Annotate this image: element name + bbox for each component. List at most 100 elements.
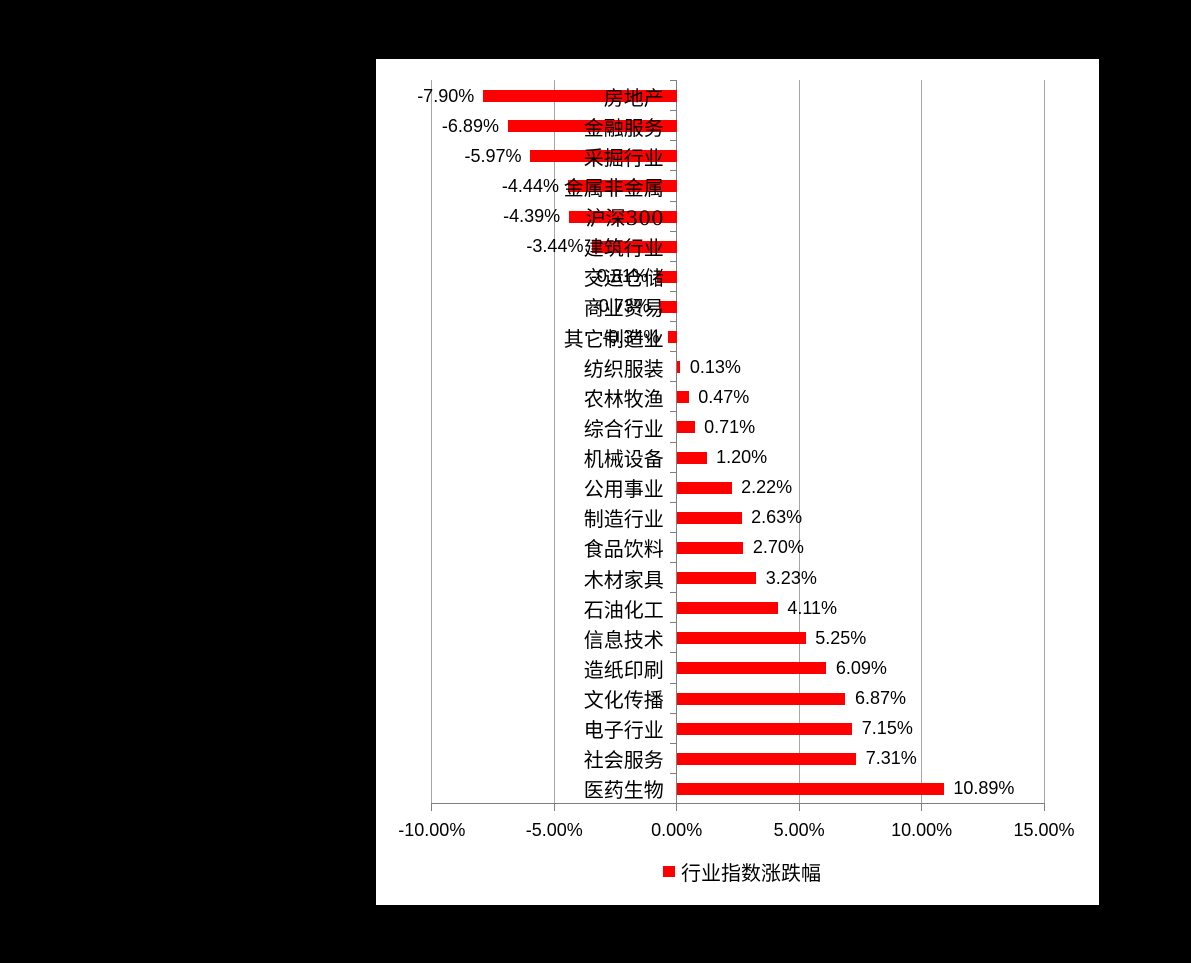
category-label: 纺织服装 xyxy=(583,356,664,381)
category-axis-tick-mark xyxy=(669,351,677,353)
chart-bar xyxy=(677,752,857,765)
x-axis-tick-mark xyxy=(1043,803,1045,811)
value-label: 3.23% xyxy=(765,567,817,588)
chart-bar xyxy=(677,391,689,404)
category-label: 医药生物 xyxy=(583,778,664,803)
category-label: 石油化工 xyxy=(583,597,664,622)
category-label: 制造行业 xyxy=(583,507,664,532)
value-label: -3.44% xyxy=(526,236,584,257)
chart-bar xyxy=(569,210,677,223)
category-label: 机械设备 xyxy=(583,447,664,472)
chart-bar xyxy=(677,722,853,735)
chart-bar xyxy=(677,541,744,554)
chart-bar xyxy=(677,572,757,585)
category-label: 农林牧渔 xyxy=(583,386,664,411)
x-axis-tick-mark xyxy=(798,803,800,811)
value-label: 2.70% xyxy=(752,537,804,558)
category-label: 文化传播 xyxy=(583,688,664,713)
legend-series-label: 行业指数涨跌幅 xyxy=(681,860,821,885)
category-axis-tick-mark xyxy=(669,260,677,262)
value-label: 4.11% xyxy=(787,597,838,618)
value-label: -4.44% xyxy=(501,175,559,196)
chart-bar xyxy=(483,90,677,103)
category-axis-tick-mark xyxy=(669,682,677,684)
plot-border xyxy=(1043,80,1045,803)
category-axis-tick-mark xyxy=(669,471,677,473)
category-label: 交运仓储 xyxy=(583,266,664,291)
value-label: 0.13% xyxy=(689,356,741,377)
chart-bar xyxy=(567,180,677,193)
category-axis-tick-mark xyxy=(669,712,677,714)
category-axis-tick-mark xyxy=(669,411,677,413)
category-axis-tick-mark xyxy=(669,140,677,142)
category-label: 房地产 xyxy=(603,85,664,110)
category-axis-tick-mark xyxy=(669,622,677,624)
x-axis-tick-label: -5.00% xyxy=(525,820,583,840)
x-axis-tick-mark xyxy=(431,803,433,811)
x-axis-tick-label: -10.00% xyxy=(398,820,466,840)
category-axis-tick-mark xyxy=(669,381,677,383)
category-axis-tick-mark xyxy=(669,170,677,172)
category-label: 电子行业 xyxy=(583,718,664,743)
value-label: -6.89% xyxy=(441,115,499,136)
category-label: 金属非金属 xyxy=(563,175,664,200)
chart-bar xyxy=(592,240,677,253)
value-label: 7.15% xyxy=(861,718,913,739)
category-axis-tick-mark xyxy=(669,321,677,322)
category-label: 木材家具 xyxy=(583,567,664,592)
value-label: -4.39% xyxy=(503,206,561,227)
category-label: 采掘行业 xyxy=(583,145,664,170)
value-label: 6.09% xyxy=(835,657,887,678)
category-axis-tick-mark xyxy=(669,290,677,292)
value-label: 0.47% xyxy=(698,386,750,407)
chart-bar xyxy=(658,300,677,313)
chart-bar xyxy=(530,150,677,163)
x-axis-tick-mark xyxy=(921,803,923,811)
category-axis-tick-mark xyxy=(669,772,677,774)
x-axis-tick-label: 10.00% xyxy=(891,820,953,840)
chart-bar xyxy=(677,662,827,675)
category-label: 食品饮料 xyxy=(583,537,664,562)
category-axis-tick-mark xyxy=(669,230,677,232)
chart-bar xyxy=(677,451,707,464)
category-axis-tick-mark xyxy=(669,441,677,443)
value-label: 6.87% xyxy=(854,688,906,709)
value-label: 1.20% xyxy=(716,447,768,468)
category-label: 金融服务 xyxy=(583,115,664,140)
chart-bar xyxy=(677,361,681,374)
category-axis-tick-mark xyxy=(669,652,677,654)
chart-bar xyxy=(677,511,742,524)
category-label: 建筑行业 xyxy=(583,236,664,261)
chart-bar xyxy=(677,421,695,434)
x-axis-tick-mark xyxy=(676,803,678,811)
chart-bar xyxy=(677,692,846,705)
plot-border xyxy=(431,80,433,803)
category-label: 综合行业 xyxy=(583,416,664,441)
value-label: -0.34% xyxy=(602,326,660,347)
value-label: -7.90% xyxy=(417,85,475,106)
chart-bar xyxy=(668,331,677,344)
gridline xyxy=(798,80,800,803)
value-label: 2.63% xyxy=(751,507,803,528)
category-axis-tick-mark xyxy=(669,200,677,202)
category-label: 其它制造业 xyxy=(563,326,664,351)
x-axis-tick-label: 5.00% xyxy=(773,820,825,840)
category-axis-tick-mark xyxy=(669,501,677,503)
category-label: 沪深300 xyxy=(585,206,664,231)
chart-legend: 行业指数涨跌幅 xyxy=(663,859,821,885)
value-label: 2.22% xyxy=(741,477,793,498)
category-axis-tick-mark xyxy=(669,531,677,533)
value-label: 5.25% xyxy=(815,627,867,648)
x-axis-tick-label: 15.00% xyxy=(1013,820,1075,840)
category-label: 信息技术 xyxy=(583,627,664,652)
category-label: 公用事业 xyxy=(583,477,664,502)
gridline xyxy=(921,80,923,803)
category-label: 社会服务 xyxy=(583,748,664,773)
category-axis-tick-mark xyxy=(669,592,677,594)
category-label: 造纸印刷 xyxy=(583,657,664,682)
gridline xyxy=(553,80,555,803)
category-axis-tick-mark xyxy=(669,803,677,804)
value-label: 10.89% xyxy=(953,778,1015,799)
legend-swatch-icon xyxy=(663,865,675,877)
